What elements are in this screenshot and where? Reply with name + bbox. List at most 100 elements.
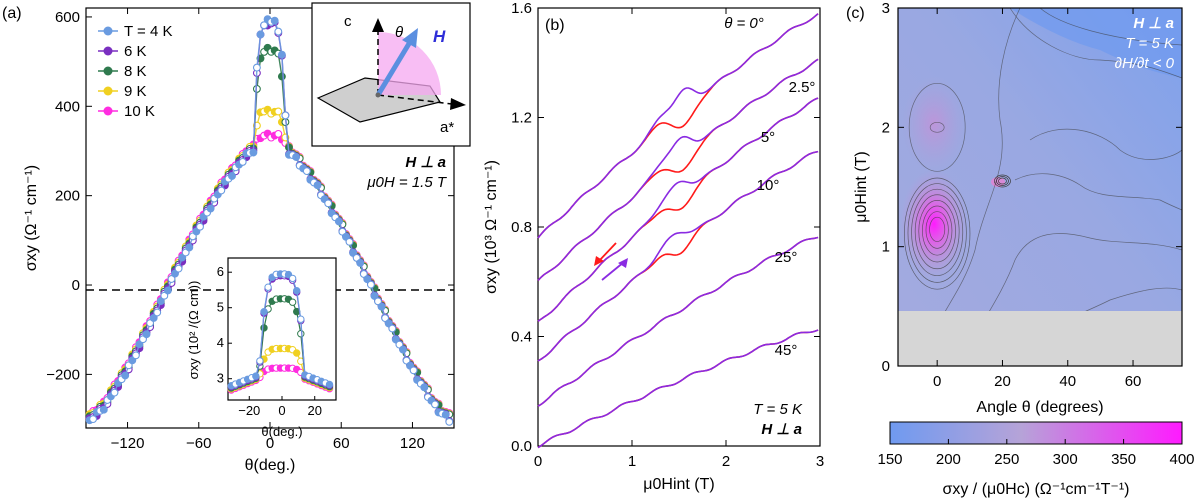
panel-b-ylabel: σxy (10³ Ω⁻¹ cm⁻¹) [483,160,500,294]
contour-peak [904,177,971,290]
y-tick-label: 600 [55,9,80,26]
x-tick-label: 120 [400,435,425,452]
data-point-0 [99,405,108,414]
geometry-schematic: c θ H a* [311,2,471,147]
curve-label: θ = 0° [724,15,764,32]
schematic-label-a: a* [440,119,454,136]
inset-data-point-0 [325,380,334,389]
inset-y-tick-label: 3 [217,371,224,386]
data-point-0 [131,351,140,360]
curve-label: 5° [761,129,775,146]
curve-label: 10° [757,177,780,194]
data-point-0 [174,264,183,273]
inset-data-point-0 [297,315,305,323]
angle-wedge [378,32,441,95]
panel-b-annotation-2: H ⊥ a [761,421,802,438]
data-point-0 [370,292,379,300]
schematic-label-theta: θ [395,24,403,41]
masked-region [898,311,1182,366]
c-axis-arrow-icon [372,18,384,32]
curve-down-0 [537,13,819,239]
data-point-0 [153,308,162,317]
data-point-0 [431,400,439,409]
contour-line [1014,173,1182,211]
contour-line [924,8,1021,366]
inset-y-tick-label: 4 [217,335,224,350]
colorbar-tick-label: 200 [936,451,961,468]
panel-c: (c) 0 20 40 60 0 1 2 3 Angle θ (degrees) μ0Hint… [846,0,1195,498]
inset-data-point-0 [288,274,297,283]
data-point-0 [277,50,286,59]
colorbar-tick-label: 300 [1053,451,1078,468]
x-tick-label: 20 [994,373,1011,390]
y-tick-label: 2 [882,119,890,136]
colorbar-tick-label: 400 [1169,451,1194,468]
data-point-3 [274,107,283,116]
contour-line [1009,8,1182,79]
curve-label: 2.5° [789,79,816,96]
panel-a-legend: T = 4 K 6 K 8 K 9 K 10 K [98,23,173,120]
inset-data-point-2 [297,330,305,338]
contour-small [996,176,1009,186]
panel-c-annotation-1: H ⊥ a [1133,15,1174,32]
y-tick-label: 1 [882,239,890,256]
colorbar-label: σxy / (μ0Hc) (Ω⁻¹cm⁻¹T⁻¹) [942,481,1129,498]
curve-label: 25° [775,249,798,266]
x-tick-label: 3 [816,453,824,470]
heatmap-peak [900,169,968,279]
curve-up-2 [537,97,819,322]
data-point-0 [142,330,151,339]
legend-label-4k: T = 4 K [124,23,173,40]
panel-label-b: (b) [545,17,565,34]
y-tick-label: 200 [55,188,80,205]
x-tick-label: 2 [722,453,730,470]
curve-up-3 [537,150,819,362]
data-point-0 [163,286,172,295]
y-tick-label: 0.0 [511,438,532,455]
panel-b-xlabel: μ0Hint (T) [643,476,714,493]
inset-xlabel: θ(deg.) [261,424,302,439]
data-point-0 [160,291,169,300]
data-point-0 [146,319,155,328]
inset-data-point-3 [293,349,301,357]
heatmap-secondary-max [902,76,966,172]
x-tick-label: 0 [266,435,274,452]
data-point-0 [409,366,418,375]
panel-a-ylabel: σxy (Ω⁻¹ cm⁻¹) [23,165,40,271]
panel-a-xlabel: θ(deg.) [245,457,296,474]
data-point-0 [356,258,365,267]
legend-label-8k: 8 K [124,63,147,80]
curve-up-0 [537,13,819,239]
inset-data-point-0 [256,357,264,365]
field-arrow [375,40,413,97]
sweep-down-arrow [597,242,617,263]
inset-x-tick-label: 20 [307,403,321,418]
y-tick-label: 0 [72,277,80,294]
inset-data-point-0 [293,287,301,295]
contour-peak [929,216,946,242]
contour-peak [907,183,967,283]
data-point-0 [324,199,333,208]
data-point-0 [167,275,176,283]
y-tick-label: 1.6 [511,0,532,17]
data-point-0 [302,167,311,176]
curve-down-1 [537,58,819,281]
contour-line [1029,128,1182,160]
legend-item-9k: 9 K [98,83,147,100]
curve-up-4 [537,236,819,407]
a-axis-arrow-icon [450,98,466,110]
data-point-0 [185,243,194,252]
panel-c-annotation-3: ∂H/∂t < 0 [1115,55,1175,72]
data-point-0 [374,297,382,306]
data-point-0 [420,383,429,392]
data-point-0 [156,297,165,306]
contour-secondary [908,82,966,172]
panel-b-annotation-1: T = 5 K [753,401,803,418]
origin-dot [375,92,381,98]
data-point-0 [274,27,283,36]
field-arrow-head-icon [402,28,418,48]
colorbar-tick-label: 150 [877,451,902,468]
inset-x-tick-label: −20 [238,403,260,418]
data-point-0 [388,324,397,333]
